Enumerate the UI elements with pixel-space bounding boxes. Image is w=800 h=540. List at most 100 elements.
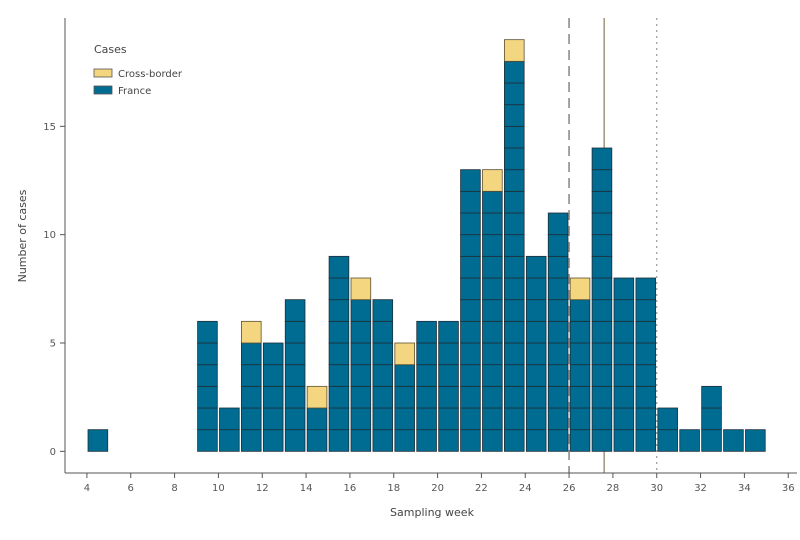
- bar-cell-france: [372, 407, 394, 431]
- bar-cell-france: [525, 255, 547, 279]
- bar-cell-france: [635, 342, 657, 366]
- x-tick-label: 10: [212, 483, 225, 494]
- bar-cell-france: [328, 342, 350, 366]
- bar-cell-france: [284, 364, 306, 387]
- bar-cell-france: [328, 364, 350, 387]
- bar-cell-france: [745, 429, 766, 452]
- bar-cell-france: [591, 407, 613, 431]
- bar-cell-france: [613, 407, 635, 431]
- bar-cell-france: [241, 429, 262, 452]
- bar-cell-france: [635, 429, 657, 452]
- bar-cell-france: [482, 429, 503, 452]
- bar-cell-france: [241, 385, 262, 409]
- bar-cell-france: [460, 429, 481, 452]
- bar-cell-france: [482, 299, 503, 322]
- bar-cell-france: [284, 342, 306, 366]
- bar-cell-france: [482, 320, 503, 344]
- bar-cell-france: [525, 299, 547, 322]
- bar-cell-france: [591, 320, 613, 344]
- bar-cell-france: [438, 364, 459, 387]
- bar-cell-france: [547, 364, 569, 387]
- bar-cell-cross-border: [394, 342, 415, 366]
- bar-cell-france: [438, 320, 459, 344]
- bar-cell-france: [372, 364, 394, 387]
- bar-cell-france: [525, 320, 547, 344]
- legend-swatch-cross-border: [93, 68, 113, 78]
- bar-cell-france: [569, 342, 591, 366]
- bar-cell-france: [394, 364, 415, 387]
- legend: Cases Cross-border France: [93, 43, 183, 97]
- bar-cell-france: [416, 429, 437, 452]
- y-ticks: 0 5 10 15: [43, 122, 65, 458]
- bar-cell-cross-border: [504, 39, 525, 62]
- bar-cell-france: [504, 299, 525, 322]
- bar-cell-france: [241, 407, 262, 431]
- x-tick-label: 12: [256, 483, 269, 494]
- bar-cell-france: [613, 299, 635, 322]
- bar-cell-france: [591, 234, 613, 257]
- bar-cell-france: [635, 299, 657, 322]
- bar-cell-france: [701, 407, 722, 431]
- bar-cell-france: [262, 407, 284, 431]
- bar-cell-france: [525, 407, 547, 431]
- bar-cell-france: [504, 212, 525, 236]
- bar-cell-france: [460, 407, 481, 431]
- y-tick-label: 10: [43, 230, 56, 241]
- bar-cell-france: [613, 429, 635, 452]
- bar-cell-france: [372, 385, 394, 409]
- bar-cell-france: [460, 212, 481, 236]
- bar-cell-france: [591, 147, 613, 171]
- bar-cell-france: [197, 407, 218, 431]
- bar-cell-france: [438, 385, 459, 409]
- bar-cell-france: [460, 255, 481, 279]
- bar-cell-france: [350, 364, 372, 387]
- y-tick-label: 5: [50, 339, 56, 350]
- bar-cell-france: [569, 299, 591, 322]
- bar-cell-france: [241, 342, 262, 366]
- bar-cell-france: [547, 320, 569, 344]
- x-tick-label: 34: [738, 483, 751, 494]
- bar-cell-france: [547, 299, 569, 322]
- bar-cell-france: [262, 429, 284, 452]
- bar-cell-france: [591, 385, 613, 409]
- bar-cell-france: [460, 299, 481, 322]
- bar-cell-france: [504, 82, 525, 106]
- bar-cell-france: [197, 385, 218, 409]
- bar-cell-france: [416, 342, 437, 366]
- bar-cell-france: [504, 407, 525, 431]
- bar-cell-france: [350, 342, 372, 366]
- bar-cell-france: [547, 212, 569, 236]
- bar-cell-france: [504, 277, 525, 301]
- bar-cell-france: [591, 255, 613, 279]
- bar-cell-france: [394, 429, 415, 452]
- bar-cell-france: [504, 255, 525, 279]
- bar-cell-france: [613, 277, 635, 301]
- bar-cell-france: [284, 429, 306, 452]
- bar-cell-france: [460, 169, 481, 192]
- bar-cell-france: [635, 385, 657, 409]
- bar-cell-france: [504, 104, 525, 127]
- legend-swatch-france: [93, 85, 113, 95]
- bar-cell-france: [547, 255, 569, 279]
- bar-cell-france: [350, 385, 372, 409]
- bar-cell-france: [328, 320, 350, 344]
- bar-cell-france: [394, 385, 415, 409]
- bars: [87, 39, 766, 452]
- bar-cell-france: [504, 147, 525, 171]
- bar-cell-france: [547, 342, 569, 366]
- x-axis-title: Sampling week: [390, 506, 475, 519]
- bar-cell-france: [284, 385, 306, 409]
- bar-cell-france: [482, 212, 503, 236]
- bar-cell-france: [284, 407, 306, 431]
- bar-cell-france: [482, 277, 503, 301]
- bar-cell-france: [569, 407, 591, 431]
- bar-cell-cross-border: [569, 277, 591, 301]
- bar-cell-france: [284, 320, 306, 344]
- bar-cell-france: [504, 385, 525, 409]
- bar-cell-france: [569, 429, 591, 452]
- bar-cell-france: [241, 364, 262, 387]
- bar-cell-france: [547, 429, 569, 452]
- bar-cell-france: [372, 429, 394, 452]
- bar-cell-france: [591, 277, 613, 301]
